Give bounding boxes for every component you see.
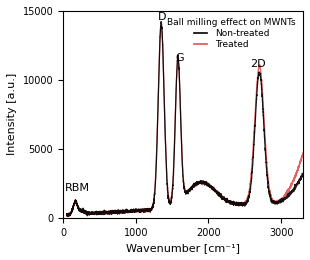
Text: 2D: 2D: [250, 59, 266, 69]
X-axis label: Wavenumber [cm⁻¹]: Wavenumber [cm⁻¹]: [126, 243, 240, 253]
Text: D: D: [158, 12, 166, 22]
Y-axis label: Intensity [a.u.]: Intensity [a.u.]: [7, 73, 17, 155]
Text: RBM: RBM: [65, 183, 90, 193]
Legend: Non-treated, Treated: Non-treated, Treated: [165, 15, 299, 51]
Text: G: G: [175, 53, 184, 63]
